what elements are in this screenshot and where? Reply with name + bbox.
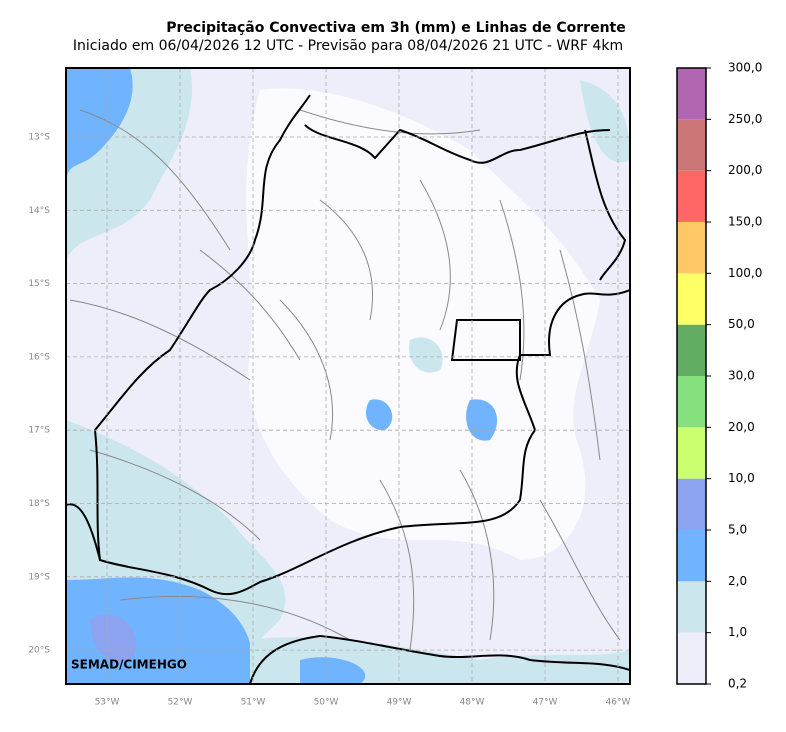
lon-label: 50°W <box>314 698 339 708</box>
colorbar-label: 0,2 <box>728 677 747 691</box>
colorbar-label: 10,0 <box>728 471 755 485</box>
lat-label: 13°S <box>28 133 50 143</box>
colorbar-bin <box>677 478 706 530</box>
colorbar: 0,2 1,0 2,0 5,0 10,0 20,0 30,0 50,0 100,0 150,0 20… <box>676 61 762 691</box>
colorbar-bin <box>677 530 706 582</box>
colorbar-bin <box>677 632 706 684</box>
map-frame <box>65 67 631 685</box>
lon-label: 49°W <box>387 698 412 708</box>
lon-label: 46°W <box>606 698 631 708</box>
lat-label: 20°S <box>28 646 50 656</box>
lon-label: 52°W <box>168 698 193 708</box>
colorbar-label: 250,0 <box>728 112 762 126</box>
lat-label: 19°S <box>28 572 50 582</box>
colorbar-label: 20,0 <box>728 420 755 434</box>
colorbar-bin <box>677 119 706 171</box>
colorbar-bin <box>677 170 706 222</box>
subtitle: Iniciado em 06/04/2026 12 UTC - Previsão… <box>73 38 623 54</box>
colorbar-label: 200,0 <box>728 163 762 177</box>
colorbar-bin <box>677 273 706 325</box>
lat-label: 18°S <box>28 499 50 509</box>
lon-label: 51°W <box>241 698 266 708</box>
title: Precipitação Convectiva em 3h (mm) e Lin… <box>166 20 625 36</box>
map-area <box>66 68 630 684</box>
lat-label: 14°S <box>28 206 50 216</box>
colorbar-bin <box>677 324 706 376</box>
colorbar-label: 50,0 <box>728 317 755 331</box>
lon-label: 48°W <box>460 698 485 708</box>
colorbar-bin <box>677 427 706 479</box>
graticule: 13°S 14°S 15°S 16°S 17°S 18°S 19°S 20°S 53°W 52°W… <box>28 68 631 708</box>
lat-label: 16°S <box>28 352 50 362</box>
colorbar-bin <box>677 68 706 120</box>
colorbar-label: 300,0 <box>728 61 762 75</box>
colorbar-bin <box>677 376 706 428</box>
lon-label: 53°W <box>95 698 120 708</box>
lat-label: 17°S <box>28 426 50 436</box>
lon-label: 47°W <box>533 698 558 708</box>
colorbar-label: 2,0 <box>728 574 747 588</box>
colorbar-bin <box>677 222 706 274</box>
colorbar-label: 5,0 <box>728 523 747 537</box>
colorbar-label: 30,0 <box>728 369 755 383</box>
colorbar-label: 150,0 <box>728 215 762 229</box>
colorbar-label: 1,0 <box>728 625 747 639</box>
lat-label: 15°S <box>28 279 50 289</box>
colorbar-bin <box>677 581 706 633</box>
credit: SEMAD/CIMEHGO <box>71 658 187 672</box>
colorbar-label: 100,0 <box>728 266 762 280</box>
